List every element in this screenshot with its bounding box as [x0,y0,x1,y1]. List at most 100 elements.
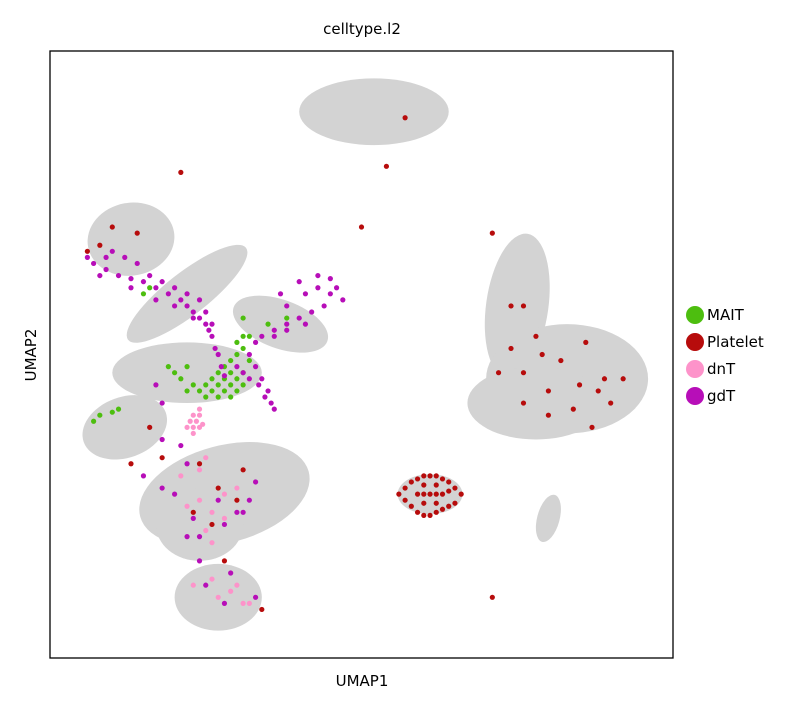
gdt-point-66 [140,473,147,479]
mait-point-39 [165,364,171,370]
gdt-point-7 [178,297,184,303]
gdt-point-8 [184,303,190,309]
gdt-point-19 [246,351,252,358]
mait-point-13 [228,357,234,364]
series-gdt [84,248,346,606]
background-region-4 [112,342,262,404]
platelet-point-69 [259,606,265,613]
dnt-point-17 [234,582,240,588]
platelet-point-6 [433,473,439,479]
gdt-point-79 [178,442,184,449]
mait-point-22 [178,376,184,382]
legend-label-gdt: gdT [707,387,736,405]
gdt-point-33 [265,388,271,394]
gdt-point-9 [190,309,196,315]
platelet-point-24 [439,491,446,497]
platelet-point-62 [196,461,203,467]
dnt-point-19 [240,600,246,606]
platelet-point-0 [396,491,402,497]
platelet-point-37 [84,248,90,254]
dnt-point-22 [196,467,203,473]
dnt-point-25 [190,582,196,588]
gdt-point-54 [284,327,290,333]
mait-point-27 [228,394,234,400]
platelet-point-65 [190,509,196,515]
gdt-point-42 [159,279,165,285]
gdt-point-35 [271,406,277,412]
dnt-point-21 [178,473,184,479]
gdt-point-38 [109,248,115,254]
platelet-point-66 [209,521,215,528]
platelet-point-5 [427,473,433,479]
gdt-point-87 [184,534,190,540]
platelet-point-52 [520,400,527,406]
dnt-point-4 [187,418,193,424]
gdt-point-5 [153,285,159,291]
gdt-point-14 [212,345,218,352]
platelet-point-15 [427,512,433,518]
gdt-point-29 [302,291,309,297]
gdt-point-16 [218,364,224,370]
gdt-point-4 [140,279,147,285]
mait-point-26 [215,394,221,400]
x-axis-label: UMAP1 [336,672,389,690]
platelet-point-14 [433,509,439,515]
gdt-point-85 [240,509,246,515]
mait-point-34 [140,291,147,297]
gdt-point-81 [221,600,228,606]
dnt-point-20 [221,491,228,497]
background-region-7 [155,488,244,561]
platelet-point-8 [446,479,452,485]
platelet-point-34 [97,242,103,248]
dnt-point-9 [200,421,206,427]
platelet-point-12 [446,503,452,509]
gdt-point-78 [159,400,165,406]
platelet-point-11 [452,500,458,506]
platelet-point-48 [576,382,583,388]
platelet-point-55 [589,424,595,430]
platelet-point-1 [402,485,408,491]
mait-point-10 [228,370,234,376]
platelet-point-2 [408,479,414,485]
plot-frame [49,50,674,659]
gdt-point-18 [234,364,240,370]
gdt-point-58 [246,376,252,382]
gdt-point-65 [340,297,346,303]
gdt-point-15 [215,351,221,358]
mait-point-18 [246,333,252,339]
dnt-point-7 [184,424,190,430]
platelet-point-33 [178,169,184,175]
mait-point-11 [234,376,240,382]
mait-point-31 [97,412,103,418]
gdt-point-46 [203,309,209,315]
mait-point-20 [190,382,196,388]
platelet-point-36 [134,230,140,236]
gdt-point-30 [284,303,290,309]
dnt-point-18 [215,594,221,600]
legend-marker-mait [686,306,704,324]
chart-title: celltype.l2 [323,20,401,38]
gdt-point-36 [262,394,268,400]
dnt-point-12 [209,509,215,515]
platelet-point-20 [414,491,421,497]
gdt-point-86 [252,479,259,485]
gdt-point-40 [134,260,140,267]
platelet-point-60 [128,461,134,467]
platelet-point-46 [520,370,527,376]
gdt-point-3 [128,276,134,282]
dnt-point-0 [190,412,196,418]
gdt-point-49 [190,315,196,321]
platelet-point-25 [421,482,427,488]
dnt-point-23 [234,485,240,491]
platelet-point-19 [402,497,408,503]
y-axis-label: UMAP2 [22,329,40,382]
mait-point-28 [240,382,246,388]
platelet-point-40 [533,333,539,339]
platelet-point-41 [508,345,514,352]
background-region-12 [535,494,561,543]
gdt-point-41 [147,272,153,279]
platelet-point-61 [159,455,165,461]
platelet-point-43 [558,357,564,364]
gdt-point-10 [196,315,203,321]
